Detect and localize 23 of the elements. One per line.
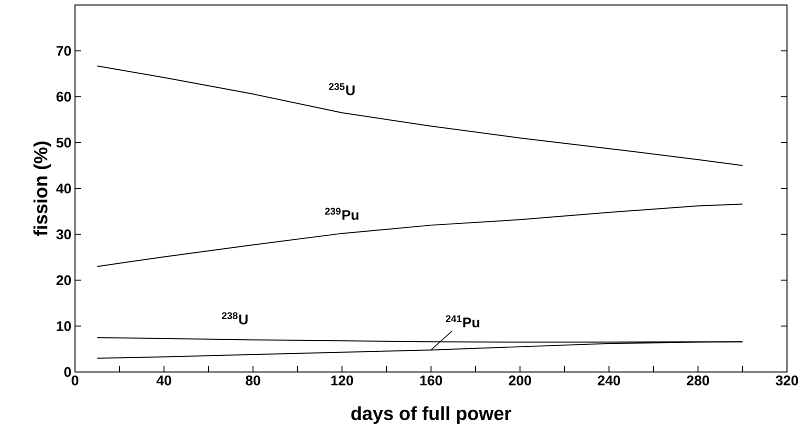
x-tick-label: 120 bbox=[331, 375, 354, 386]
y-tick-label: 30 bbox=[56, 229, 71, 240]
x-tick-label: 240 bbox=[598, 375, 620, 386]
x-tick-label: 200 bbox=[508, 375, 532, 386]
y-tick-label: 10 bbox=[56, 321, 71, 332]
y-tick-label: 40 bbox=[56, 184, 71, 194]
series-label: $^{238}$U bbox=[222, 312, 248, 324]
x-tick-label: 280 bbox=[686, 375, 710, 386]
x-tick-label: 80 bbox=[246, 375, 260, 386]
y-axis-title: fission (%) bbox=[33, 142, 52, 236]
series-label: $^{235}$U bbox=[328, 83, 355, 96]
y-tick-label: 60 bbox=[56, 92, 71, 102]
x-axis-title: days of full power bbox=[351, 406, 512, 424]
y-tick-label: 20 bbox=[56, 275, 71, 286]
x-tick-label: 320 bbox=[776, 375, 798, 386]
y-tick-label: 0 bbox=[64, 367, 71, 377]
x-tick-label: 160 bbox=[420, 375, 442, 386]
y-tick-label: 50 bbox=[56, 138, 71, 148]
y-tick-label: 70 bbox=[56, 46, 71, 56]
series-label: $^{239}$Pu bbox=[325, 208, 358, 220]
x-tick-label: 0 bbox=[72, 375, 78, 386]
series-label: $^{241}$Pu bbox=[446, 315, 480, 328]
x-tick-label: 40 bbox=[156, 375, 172, 386]
